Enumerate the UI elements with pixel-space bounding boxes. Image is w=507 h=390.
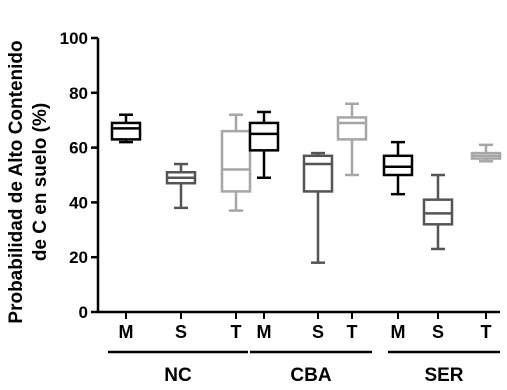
y-tick-label-40: 40	[69, 193, 88, 212]
plot-area: 0 20 40 60 80 100 M S T NC M S T CBA M S T SER	[60, 29, 502, 386]
box-cba-m-x-label: M	[257, 322, 272, 342]
y-tick-label-80: 80	[69, 84, 88, 103]
y-tick-label-100: 100	[60, 29, 88, 48]
y-tick-label-0: 0	[79, 303, 88, 322]
y-axis-label-line-1: Probabilidad de Alto Contenido	[6, 40, 27, 323]
box-cba-t-x-label: T	[347, 322, 358, 342]
box-cba-s-box	[302, 154, 334, 193]
box-cba-m-box	[248, 121, 280, 152]
group-label-ser: SER	[424, 365, 463, 386]
box-nc-m-x-label: M	[119, 322, 134, 342]
box-nc-s-x-label: S	[175, 322, 187, 342]
y-tick-label-60: 60	[69, 139, 88, 158]
box-nc-t-x-label: T	[231, 322, 242, 342]
box-nc-m-box	[110, 121, 142, 141]
group-label-nc: NC	[164, 365, 192, 386]
box-ser-m-box	[382, 154, 414, 177]
box-ser-m-x-label: M	[391, 322, 406, 342]
box-cba-s-x-label: S	[312, 322, 324, 342]
box-ser-s-x-label: S	[432, 322, 444, 342]
box-cba-t-box	[336, 116, 368, 141]
box-ser-s-box	[422, 198, 454, 226]
group-label-cba: CBA	[290, 365, 331, 386]
y-tick-label-20: 20	[69, 248, 88, 267]
y-axis-label-line-2: de C en suelo (%)	[30, 103, 51, 261]
box-ser-t-x-label: T	[481, 322, 492, 342]
box-nc-t-box	[220, 129, 252, 193]
